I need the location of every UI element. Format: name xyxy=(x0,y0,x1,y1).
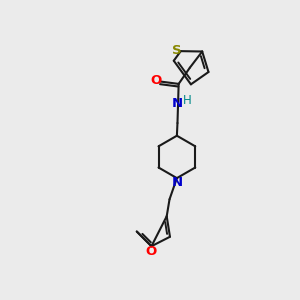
Text: N: N xyxy=(171,98,182,110)
Text: O: O xyxy=(145,245,156,258)
Text: H: H xyxy=(183,94,192,107)
Text: N: N xyxy=(171,176,182,189)
Text: O: O xyxy=(151,74,162,87)
Text: S: S xyxy=(172,44,182,57)
